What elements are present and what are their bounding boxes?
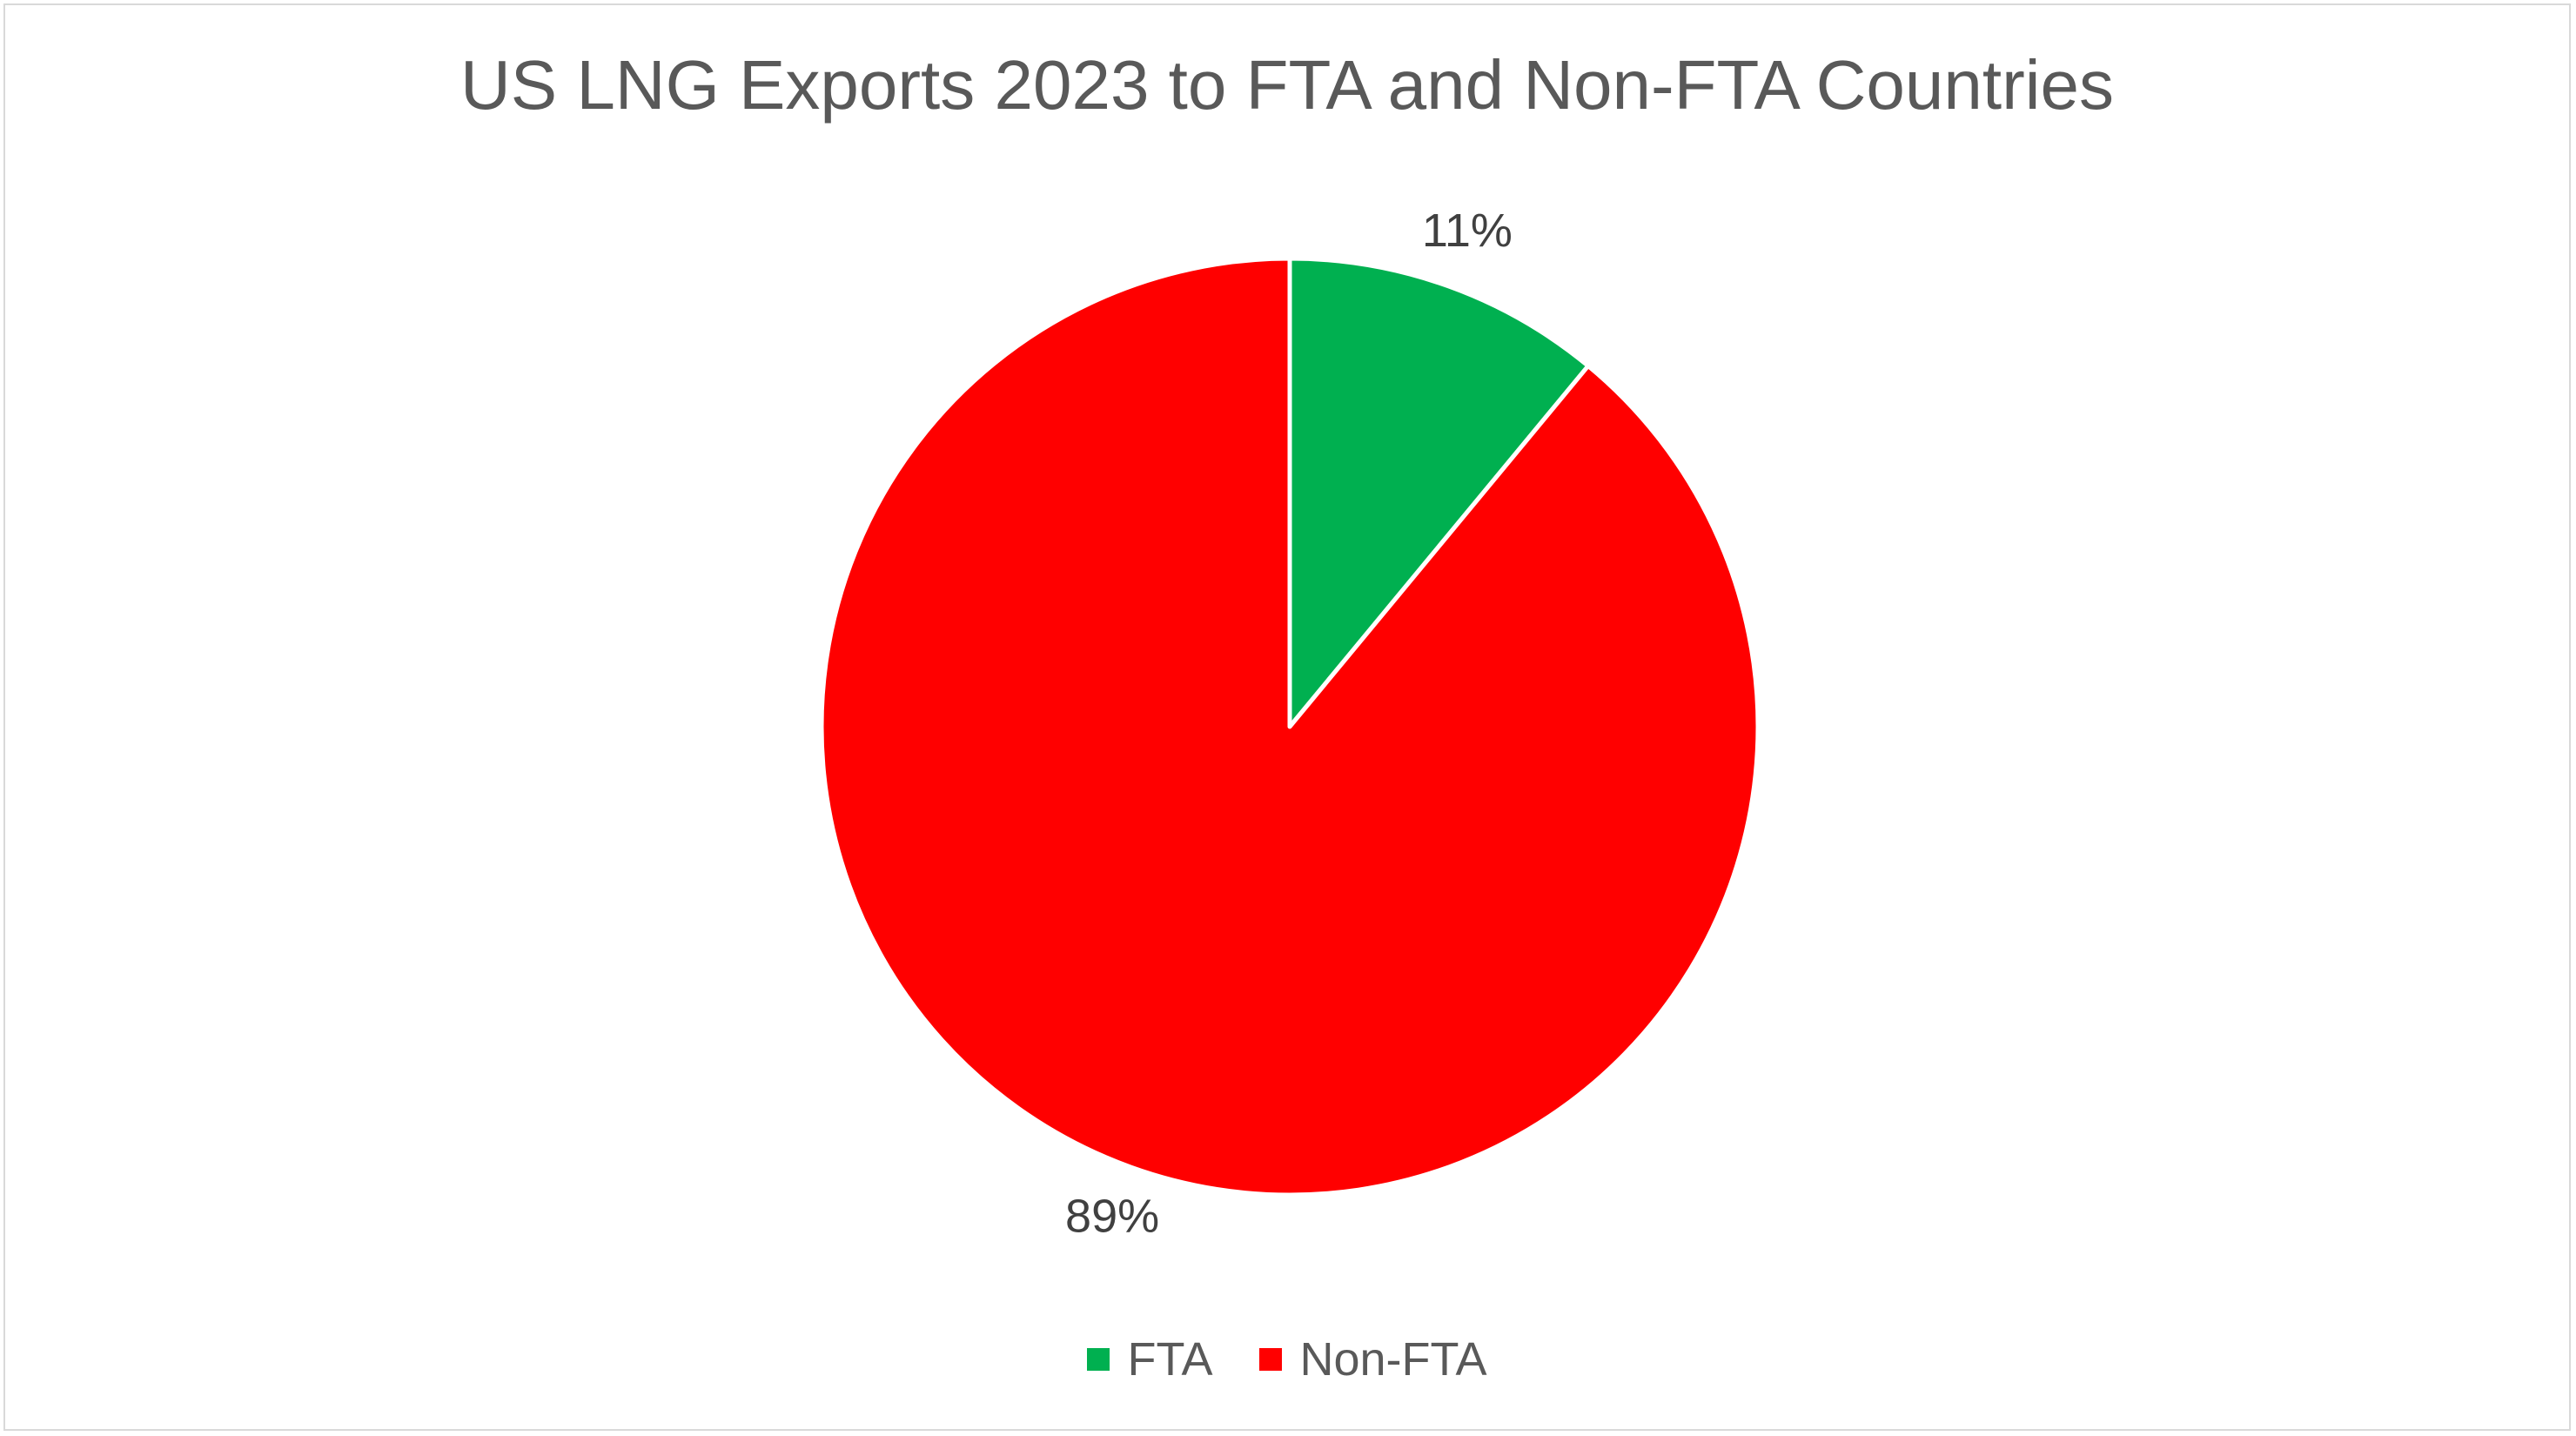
legend: FTA Non-FTA xyxy=(5,1332,2569,1386)
legend-swatch-fta xyxy=(1087,1348,1110,1371)
pie-slice-non-fta xyxy=(819,256,1761,1198)
legend-item-fta: FTA xyxy=(1087,1332,1212,1386)
chart-title: US LNG Exports 2023 to FTA and Non-FTA C… xyxy=(460,46,2115,124)
pie-slice-fta xyxy=(1287,256,1591,729)
pie-data-labels: 11% 89% xyxy=(1065,205,1513,1243)
pie-slices xyxy=(819,256,1761,1198)
chart-area: US LNG Exports 2023 to FTA and Non-FTA C… xyxy=(3,3,2571,1431)
legend-swatch-non-fta xyxy=(1259,1348,1283,1371)
data-label-non-fta: 89% xyxy=(1065,1191,1159,1243)
legend-item-non-fta: Non-FTA xyxy=(1259,1332,1487,1386)
pie-chart: 11% 89% xyxy=(819,205,1761,1243)
data-label-fta: 11% xyxy=(1422,205,1513,257)
legend-label-fta: FTA xyxy=(1127,1333,1213,1386)
legend-label-non-fta: Non-FTA xyxy=(1299,1333,1487,1386)
